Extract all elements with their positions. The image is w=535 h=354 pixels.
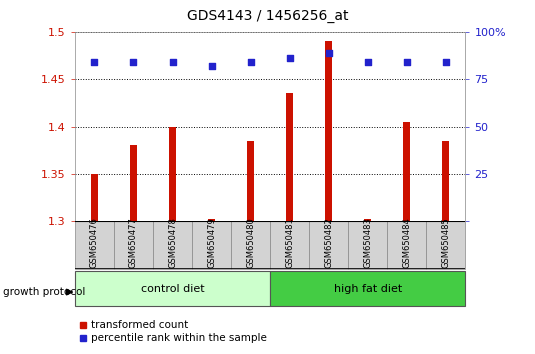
Bar [208, 219, 215, 221]
Legend: transformed count, percentile rank within the sample: transformed count, percentile rank withi… [80, 320, 266, 343]
Bar [169, 127, 176, 221]
Bar [231, 221, 270, 269]
Point [286, 56, 294, 61]
Text: GSM650485: GSM650485 [441, 217, 450, 268]
Text: GSM650476: GSM650476 [90, 217, 99, 268]
Text: GSM650482: GSM650482 [324, 217, 333, 268]
Bar [247, 141, 254, 221]
Text: GSM650478: GSM650478 [168, 217, 177, 268]
Bar [442, 141, 449, 221]
Bar [75, 221, 114, 269]
Text: GSM650480: GSM650480 [246, 217, 255, 268]
Text: GSM650481: GSM650481 [285, 217, 294, 268]
Bar [130, 145, 137, 221]
Bar [387, 221, 426, 269]
Bar [364, 219, 371, 221]
Bar [325, 41, 332, 221]
Point [169, 59, 177, 65]
Bar [403, 122, 410, 221]
Bar [309, 221, 348, 269]
Bar [270, 221, 309, 269]
Text: GSM650477: GSM650477 [129, 217, 138, 268]
Point [364, 59, 372, 65]
Bar [91, 174, 98, 221]
Text: GSM650483: GSM650483 [363, 217, 372, 268]
Text: high fat diet: high fat diet [334, 284, 402, 293]
Text: growth protocol: growth protocol [3, 287, 85, 297]
Bar [192, 221, 231, 269]
Bar [114, 221, 153, 269]
Bar [153, 221, 192, 269]
Point [246, 59, 255, 65]
Bar [270, 271, 465, 306]
Point [403, 59, 411, 65]
Point [442, 59, 450, 65]
Text: control diet: control diet [141, 284, 204, 293]
Point [324, 50, 333, 56]
Point [208, 63, 216, 69]
Text: GDS4143 / 1456256_at: GDS4143 / 1456256_at [187, 9, 348, 23]
Point [129, 59, 138, 65]
Bar [286, 93, 293, 221]
Bar [348, 221, 387, 269]
Bar [75, 271, 270, 306]
Text: GSM650484: GSM650484 [402, 217, 411, 268]
Point [90, 59, 99, 65]
Text: GSM650479: GSM650479 [207, 217, 216, 268]
Bar [426, 221, 465, 269]
